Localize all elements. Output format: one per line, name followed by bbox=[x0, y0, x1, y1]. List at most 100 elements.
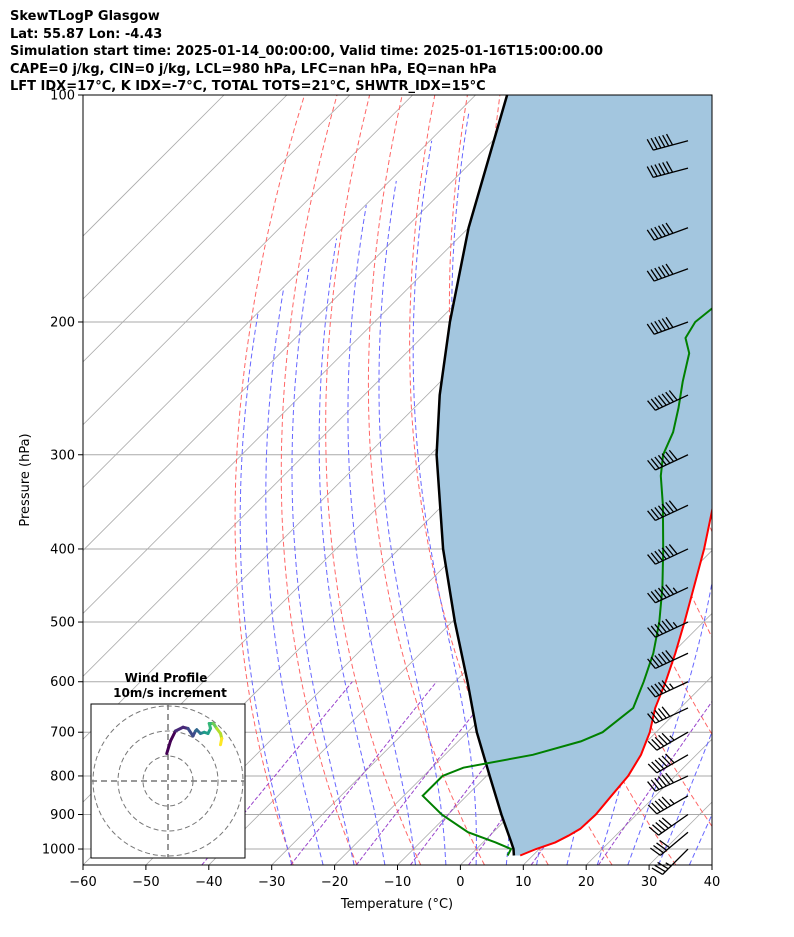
wind-barb-flag bbox=[665, 222, 674, 234]
wind-barb bbox=[646, 263, 689, 282]
wind-barb-half-flag bbox=[669, 798, 675, 805]
wind-barb-half-flag bbox=[669, 683, 675, 689]
wind-barb-flag bbox=[657, 776, 667, 787]
wind-barb-flag bbox=[650, 508, 660, 520]
dry-adiabat-line bbox=[367, 95, 485, 865]
wind-barb-flag bbox=[654, 320, 663, 332]
temperature-line bbox=[519, 506, 712, 857]
wind-barb bbox=[647, 772, 689, 792]
dry-adiabat-line bbox=[234, 95, 305, 865]
wind-barb-flag bbox=[665, 263, 674, 275]
dry-adiabat-line bbox=[325, 95, 422, 865]
wind-barb-flag bbox=[651, 867, 663, 876]
moist-adiabat-line bbox=[239, 313, 293, 865]
wind-barb bbox=[647, 731, 689, 751]
wind-barb-staff bbox=[653, 321, 689, 335]
wind-barb-flag bbox=[647, 781, 656, 792]
wind-barb-staff bbox=[655, 621, 689, 638]
wind-barb-flag bbox=[647, 627, 656, 638]
y-tick-label: 800 bbox=[50, 769, 75, 784]
moist-adiabat-line bbox=[378, 180, 447, 865]
wind-barb bbox=[651, 848, 689, 876]
index-line: LFT IDX=17°C, K IDX=-7°C, TOTAL TOTS=21°… bbox=[10, 79, 486, 94]
wind-barb-flag bbox=[657, 319, 666, 331]
wind-barb-flag bbox=[657, 225, 666, 237]
wind-barb-flag bbox=[661, 817, 673, 827]
wind-barb-flag bbox=[665, 501, 675, 513]
wind-barb-flag bbox=[654, 709, 664, 721]
wind-barb-flag bbox=[653, 845, 664, 854]
wind-barb-staff bbox=[658, 813, 689, 836]
isotherm-line bbox=[523, 675, 712, 865]
wind-barb-flag bbox=[650, 228, 659, 240]
wind-barb-staff bbox=[656, 795, 689, 815]
wind-barb bbox=[646, 222, 689, 241]
wind-barb-flag bbox=[668, 500, 678, 511]
wind-barb-flag bbox=[654, 456, 664, 468]
x-tick-label: −10 bbox=[384, 875, 411, 890]
wind-barb-flag bbox=[646, 138, 654, 151]
wind-barb-flag bbox=[654, 226, 663, 238]
wind-barb-staff bbox=[655, 504, 689, 522]
y-tick-label: 1000 bbox=[42, 843, 75, 858]
wind-barb-flag bbox=[661, 774, 671, 785]
wind-barb-flag bbox=[665, 391, 675, 403]
wind-barb bbox=[647, 795, 689, 815]
wind-barb bbox=[647, 649, 689, 670]
dry-adiabat-line bbox=[761, 95, 794, 865]
isotherm-line bbox=[83, 95, 413, 426]
y-axis-label: Pressure (hPa) bbox=[18, 433, 33, 526]
wind-barb-flag bbox=[662, 162, 670, 174]
wind-barb-flag bbox=[665, 772, 675, 784]
wind-barb-flag bbox=[661, 585, 671, 597]
wind-barb-flag bbox=[657, 708, 667, 719]
hodograph-trace-segment bbox=[219, 737, 224, 747]
wind-barb-flag bbox=[654, 736, 665, 747]
wind-barb-flag bbox=[654, 623, 664, 635]
wind-barb-flag bbox=[647, 459, 656, 471]
wind-barb-flag bbox=[654, 164, 662, 176]
wind-barb-staff bbox=[655, 548, 689, 565]
wind-barb-flag bbox=[654, 683, 664, 694]
wind-barb bbox=[647, 706, 689, 724]
wind-barb-flag bbox=[651, 761, 661, 772]
hodograph-trace-segment bbox=[165, 739, 172, 755]
isotherm-line bbox=[83, 95, 539, 552]
wind-barb-staff bbox=[655, 454, 689, 471]
wind-barb-flag bbox=[658, 757, 668, 768]
y-tick-label: 400 bbox=[50, 542, 75, 557]
wind-barb-flag bbox=[665, 753, 675, 764]
wind-barb-flag bbox=[654, 136, 662, 149]
wind-barb-staff bbox=[655, 775, 689, 792]
hodograph-title: Wind Profile bbox=[125, 671, 208, 685]
wind-barb-flag bbox=[650, 625, 660, 636]
wind-barb-flag bbox=[647, 763, 658, 774]
wind-barb-flag bbox=[647, 713, 656, 724]
cape-fill-area bbox=[436, 95, 712, 856]
wind-barb-flag bbox=[647, 510, 656, 521]
wind-barb-flag bbox=[665, 618, 675, 630]
wind-barb-staff bbox=[655, 586, 689, 604]
chart-title: SkewTLogP Glasgow bbox=[10, 9, 160, 24]
wind-barb-flag bbox=[650, 656, 660, 668]
x-tick-label: −20 bbox=[321, 875, 348, 890]
wind-barb-staff bbox=[653, 227, 689, 241]
y-tick-label: 500 bbox=[50, 616, 75, 631]
wind-barb-staff bbox=[656, 731, 689, 751]
x-tick-label: 0 bbox=[456, 875, 464, 890]
wind-barb-flag bbox=[654, 396, 664, 408]
cape-shading bbox=[436, 95, 712, 856]
wind-barb-flag bbox=[658, 819, 669, 829]
wind-barb-flag bbox=[654, 267, 663, 279]
wind-barb-half-flag bbox=[669, 735, 675, 741]
wind-barb-staff bbox=[655, 394, 689, 411]
cape-line: CAPE=0 j/kg, CIN=0 j/kg, LCL=980 hPa, LF… bbox=[10, 61, 497, 77]
wind-barb-flag bbox=[647, 686, 656, 698]
wind-barb-flag bbox=[661, 264, 670, 276]
time-line: Simulation start time: 2025-01-14_00:00:… bbox=[10, 44, 603, 59]
wind-barb-flag bbox=[646, 166, 654, 178]
wind-barb-staff bbox=[655, 707, 689, 724]
wind-barb bbox=[647, 544, 689, 565]
wind-barb-staff bbox=[653, 167, 689, 179]
moist-adiabat-line bbox=[720, 95, 794, 865]
